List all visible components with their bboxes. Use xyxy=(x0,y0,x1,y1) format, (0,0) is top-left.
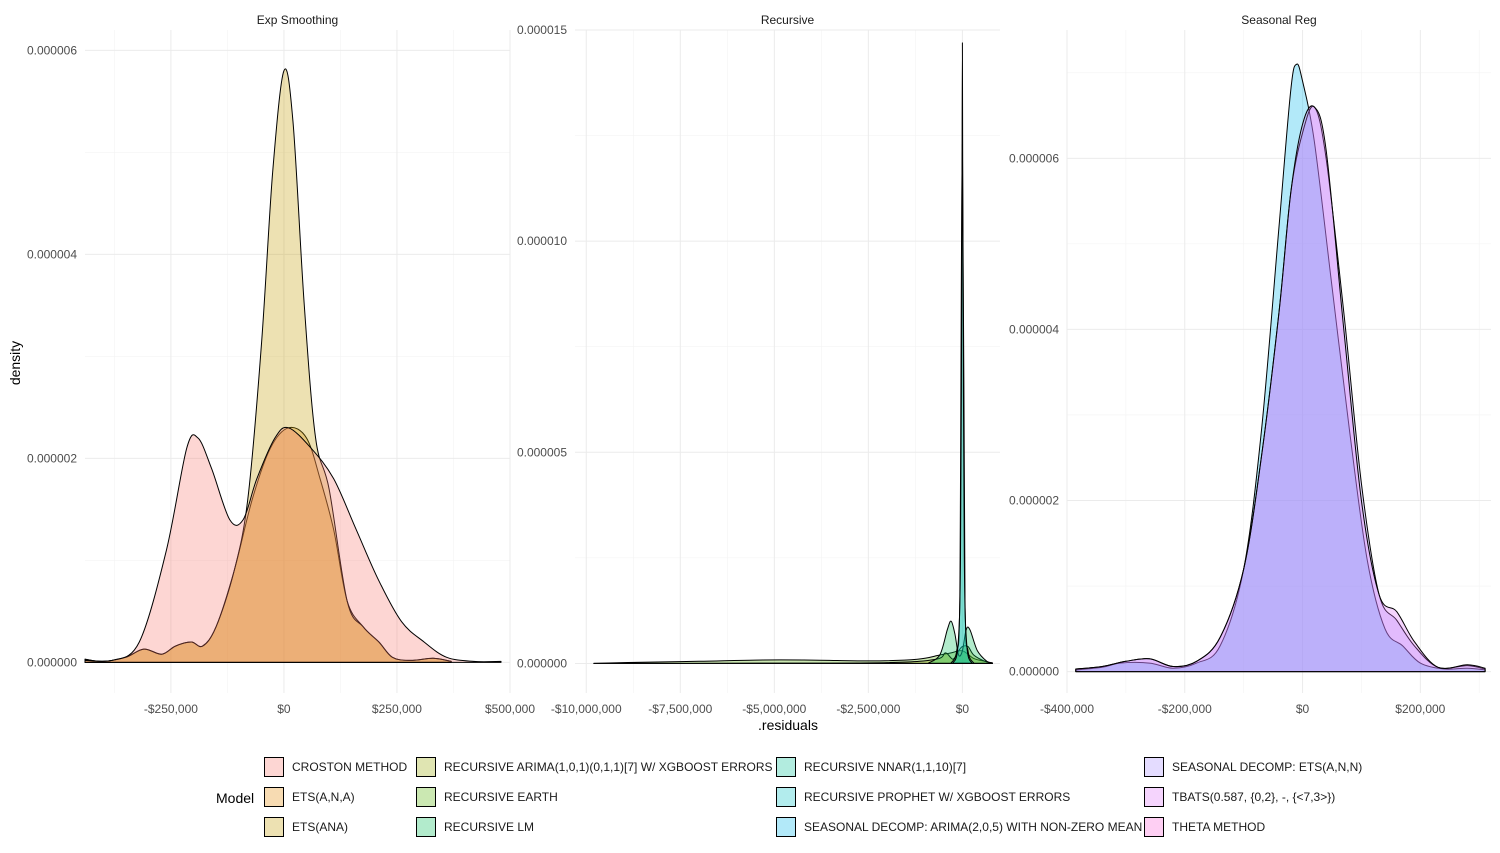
legend-label: RECURSIVE PROPHET W/ XGBOOST ERRORS xyxy=(804,790,1071,804)
legend-label: CROSTON METHOD xyxy=(292,760,408,774)
x-tick-label: $500,000 xyxy=(485,702,535,716)
x-tick-label: $0 xyxy=(956,702,970,716)
legend-swatch xyxy=(1144,787,1164,807)
y-tick-label: 0.000004 xyxy=(1009,322,1059,336)
legend-item: ETS(ANA) xyxy=(264,815,348,839)
x-tick-label: -$250,000 xyxy=(144,702,198,716)
legend-item: SEASONAL DECOMP: ARIMA(2,0,5) WITH NON-Z… xyxy=(776,815,1142,839)
y-tick-label: 0.000000 xyxy=(27,655,77,669)
legend-label: ETS(A,N,A) xyxy=(292,790,355,804)
legend-swatch xyxy=(264,817,284,837)
x-tick-label: $250,000 xyxy=(372,702,422,716)
legend-label: TBATS(0.587, {0,2}, -, {<7,3>}) xyxy=(1172,790,1336,804)
legend-item: ETS(A,N,A) xyxy=(264,785,355,809)
y-axis-title: density xyxy=(7,341,23,385)
density-recursive-earth xyxy=(593,650,993,664)
legend-label: SEASONAL DECOMP: ARIMA(2,0,5) WITH NON-Z… xyxy=(804,820,1143,834)
density-croston-method xyxy=(84,426,502,663)
legend-title: Model xyxy=(216,790,255,806)
density-plot: -$250,000 $0 $250,000 $500,000 0.000000 0.000… xyxy=(7,13,1491,733)
x-tick-label: $200,000 xyxy=(1395,702,1445,716)
legend-swatch xyxy=(264,787,284,807)
legend-item: SEASONAL DECOMP: ETS(A,N,N) xyxy=(1144,755,1362,779)
y-tick-label: 0.000000 xyxy=(517,656,567,670)
legend-label: RECURSIVE EARTH xyxy=(444,790,558,804)
legend-swatch xyxy=(1144,757,1164,777)
legend-swatch xyxy=(416,787,436,807)
legend-label: RECURSIVE NNAR(1,1,10)[7] xyxy=(804,760,967,774)
density-seasonal-decomp-arima-2-0-5-with-non-zero-mean xyxy=(1075,63,1486,673)
x-tick-label: -$10,000,000 xyxy=(551,702,622,716)
legend-swatch xyxy=(416,757,436,777)
x-tick-label: -$2,500,000 xyxy=(836,702,900,716)
legend-label: RECURSIVE ARIMA(1,0,1)(0,1,1)[7] W/ XGBO… xyxy=(444,760,773,774)
legend-item: RECURSIVE LM xyxy=(416,815,534,839)
legend-swatch xyxy=(1144,817,1164,837)
legend-item: RECURSIVE NNAR(1,1,10)[7] xyxy=(776,755,966,779)
y-tick-label: 0.000010 xyxy=(517,234,567,248)
legend-item: RECURSIVE PROPHET W/ XGBOOST ERRORS xyxy=(776,785,1070,809)
x-tick-label: $0 xyxy=(1296,702,1310,716)
y-tick-label: 0.000004 xyxy=(27,247,77,261)
legend-label: THETA METHOD xyxy=(1172,820,1266,834)
y-tick-label: 0.000015 xyxy=(517,23,567,37)
legend-swatch xyxy=(776,817,796,837)
y-tick-label: 0.000002 xyxy=(27,451,77,465)
legend: Model CROSTON METHOD ETS(A,N,A) ETS(ANA) RE… xyxy=(0,750,1500,845)
legend-item: CROSTON METHOD xyxy=(264,755,407,779)
panel-seasonal-reg: -$400,000 -$200,000 $0 $200,000 0.000000 0.00… xyxy=(1009,13,1491,716)
y-tick-label: 0.000006 xyxy=(27,43,77,57)
legend-label: SEASONAL DECOMP: ETS(A,N,N) xyxy=(1172,760,1363,774)
x-tick-label: -$7,500,000 xyxy=(648,702,712,716)
y-tick-label: 0.000000 xyxy=(1009,665,1059,679)
legend-item: RECURSIVE ARIMA(1,0,1)(0,1,1)[7] W/ XGBO… xyxy=(416,755,773,779)
panel-title: Seasonal Reg xyxy=(1241,13,1316,27)
y-tick-label: 0.000005 xyxy=(517,445,567,459)
density-recursive-lm xyxy=(928,620,993,664)
density-tbats-0-587-0-2-7-3 xyxy=(1075,105,1486,673)
legend-swatch xyxy=(776,757,796,777)
x-tick-label: -$200,000 xyxy=(1158,702,1212,716)
x-tick-label: -$5,000,000 xyxy=(742,702,806,716)
x-tick-label: $0 xyxy=(277,702,291,716)
legend-label: ETS(ANA) xyxy=(292,820,349,834)
legend-swatch xyxy=(416,817,436,837)
legend-item: TBATS(0.587, {0,2}, -, {<7,3>}) xyxy=(1144,785,1335,809)
legend-label: RECURSIVE LM xyxy=(444,820,535,834)
panel-exp-smoothing: -$250,000 $0 $250,000 $500,000 0.000000 0.000… xyxy=(27,13,535,716)
y-tick-label: 0.000006 xyxy=(1009,151,1059,165)
x-tick-label: -$400,000 xyxy=(1040,702,1094,716)
legend-swatch xyxy=(776,787,796,807)
panel-title: Recursive xyxy=(761,13,815,27)
panel-title: Exp Smoothing xyxy=(257,13,338,27)
x-axis-title: .residuals xyxy=(758,717,818,733)
legend-item: RECURSIVE EARTH xyxy=(416,785,558,809)
panel-recursive: -$10,000,000 -$7,500,000 -$5,000,000 -$2,50… xyxy=(517,13,1000,716)
legend-item: THETA METHOD xyxy=(1144,815,1265,839)
y-tick-label: 0.000002 xyxy=(1009,494,1059,508)
density-recursive-nnar-1-1-10-7 xyxy=(952,42,973,664)
density-ets-ana xyxy=(84,68,452,663)
legend-swatch xyxy=(264,757,284,777)
